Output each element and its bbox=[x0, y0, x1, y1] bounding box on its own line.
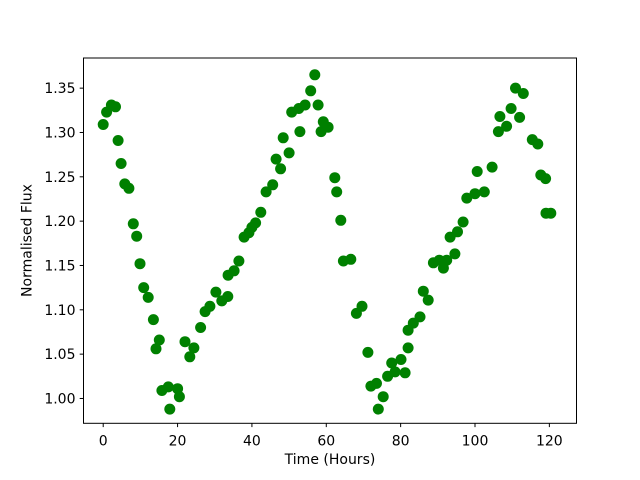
data-point bbox=[222, 291, 234, 302]
data-point bbox=[299, 99, 311, 111]
y-tick-label: 1.00 bbox=[44, 391, 75, 407]
data-point bbox=[452, 226, 463, 238]
data-point bbox=[449, 248, 461, 260]
data-point bbox=[545, 207, 557, 219]
data-point bbox=[115, 158, 127, 169]
data-points bbox=[97, 69, 557, 415]
data-point bbox=[402, 342, 414, 354]
axis-ticks bbox=[79, 87, 550, 428]
tick-labels: 0 20 40 60 80 100 120 1.00 1.05 1.10 1.15 1.20 1.25 1… bbox=[44, 81, 562, 449]
data-point bbox=[195, 322, 207, 333]
data-point bbox=[471, 166, 483, 177]
data-point bbox=[540, 173, 552, 185]
data-point bbox=[501, 120, 513, 132]
data-point bbox=[377, 391, 389, 403]
data-point bbox=[270, 153, 282, 165]
y-tick-label: 1.30 bbox=[44, 125, 75, 141]
data-point bbox=[294, 126, 306, 138]
y-axis-label: Normalised Flux bbox=[19, 184, 35, 297]
data-point bbox=[505, 103, 517, 114]
data-point bbox=[461, 192, 473, 204]
y-tick-label: 1.05 bbox=[44, 347, 75, 363]
data-point bbox=[267, 179, 279, 191]
y-tick-label: 1.15 bbox=[44, 258, 75, 274]
data-point bbox=[494, 111, 506, 122]
x-axis-label: Time (Hours) bbox=[284, 452, 376, 468]
x-tick-label: 0 bbox=[99, 433, 108, 449]
data-point bbox=[486, 161, 498, 173]
data-point bbox=[371, 377, 382, 389]
data-point bbox=[153, 334, 165, 346]
data-point bbox=[322, 121, 334, 133]
data-point bbox=[142, 291, 154, 303]
data-point bbox=[164, 403, 176, 415]
data-point bbox=[110, 101, 121, 113]
data-point bbox=[399, 367, 411, 379]
x-tick-label: 40 bbox=[243, 433, 261, 449]
data-point bbox=[345, 253, 357, 265]
x-tick-label: 120 bbox=[536, 433, 563, 449]
data-point bbox=[134, 258, 146, 270]
data-point bbox=[138, 282, 150, 294]
data-point bbox=[395, 354, 407, 365]
y-tick-label: 1.25 bbox=[44, 170, 75, 186]
data-point bbox=[532, 138, 544, 150]
data-point bbox=[260, 186, 272, 198]
data-point bbox=[255, 206, 267, 218]
data-point bbox=[422, 294, 434, 306]
data-point bbox=[335, 214, 347, 226]
data-point bbox=[389, 366, 401, 378]
data-point bbox=[210, 286, 222, 298]
data-point bbox=[131, 230, 143, 242]
data-point bbox=[127, 218, 139, 230]
data-point bbox=[309, 69, 321, 81]
data-point bbox=[514, 111, 526, 123]
data-point bbox=[386, 357, 398, 369]
data-point bbox=[204, 300, 216, 312]
y-tick-label: 1.10 bbox=[44, 303, 75, 319]
data-point bbox=[275, 163, 287, 175]
data-point bbox=[510, 82, 521, 94]
data-point bbox=[312, 99, 324, 111]
data-point bbox=[112, 135, 124, 146]
data-point bbox=[228, 265, 240, 277]
data-point bbox=[372, 403, 384, 415]
plot-area bbox=[83, 57, 577, 424]
data-point bbox=[188, 342, 200, 354]
data-point bbox=[457, 216, 469, 228]
x-tick-label: 60 bbox=[317, 433, 335, 449]
data-point bbox=[233, 255, 245, 267]
data-point bbox=[150, 343, 162, 355]
y-tick-label: 1.20 bbox=[44, 214, 75, 230]
data-point bbox=[441, 254, 453, 266]
data-point bbox=[517, 88, 529, 99]
data-point bbox=[97, 119, 109, 130]
x-tick-label: 80 bbox=[392, 433, 410, 449]
data-point bbox=[184, 351, 196, 363]
data-point bbox=[179, 336, 191, 348]
data-point bbox=[362, 346, 374, 358]
data-point bbox=[250, 217, 262, 229]
data-point bbox=[305, 85, 317, 97]
data-point bbox=[283, 147, 295, 159]
data-point bbox=[414, 311, 426, 323]
data-point bbox=[173, 391, 185, 403]
x-tick-label: 20 bbox=[169, 433, 187, 449]
x-tick-label: 100 bbox=[462, 433, 489, 449]
data-point bbox=[469, 188, 481, 200]
data-point bbox=[492, 126, 504, 138]
data-point bbox=[329, 172, 341, 184]
data-point bbox=[331, 186, 343, 198]
data-point bbox=[417, 285, 429, 297]
data-point bbox=[356, 300, 368, 312]
data-point bbox=[162, 381, 174, 393]
data-point bbox=[123, 182, 135, 194]
data-point bbox=[277, 132, 289, 144]
data-point bbox=[147, 314, 159, 326]
y-tick-label: 1.35 bbox=[44, 81, 75, 97]
data-point bbox=[478, 186, 490, 198]
